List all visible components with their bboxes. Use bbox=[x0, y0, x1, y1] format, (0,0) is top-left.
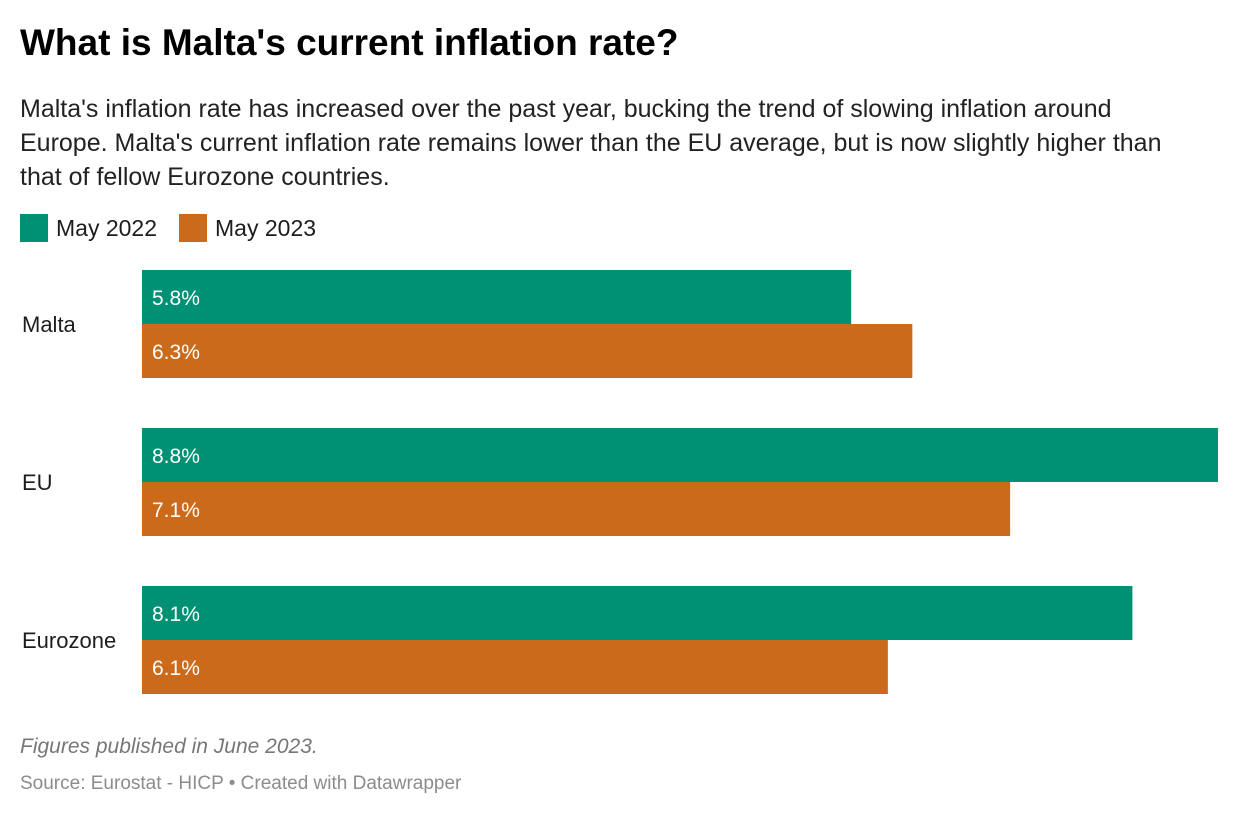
legend-swatch bbox=[179, 214, 208, 242]
bar bbox=[142, 640, 888, 694]
legend-item-may-2022: May 2022 bbox=[20, 214, 157, 242]
bar bbox=[142, 270, 852, 324]
bar bbox=[142, 428, 1218, 482]
category-label: Malta bbox=[22, 312, 77, 337]
bar bbox=[142, 586, 1133, 640]
category-label: EU bbox=[22, 470, 53, 495]
bar bbox=[142, 482, 1011, 536]
bar bbox=[142, 324, 913, 378]
chart-title: What is Malta's current inflation rate? bbox=[20, 22, 679, 63]
legend-swatch bbox=[20, 214, 48, 242]
bar-value-label: 8.8% bbox=[152, 445, 200, 468]
legend: May 2022 May 2023 bbox=[20, 214, 316, 242]
legend-label: May 2022 bbox=[56, 214, 158, 241]
category-label: Eurozone bbox=[22, 628, 116, 653]
legend-item-may-2023: May 2023 bbox=[179, 214, 316, 242]
chart-notes: Figures published in June 2023. bbox=[20, 735, 318, 758]
bar-value-label: 8.1% bbox=[152, 603, 200, 626]
bar-value-label: 6.1% bbox=[152, 657, 200, 680]
bar-chart: Malta 5.8% 6.3% EU 8.8% 7.1% Eurozone 8.1% 6.1% bbox=[22, 270, 1218, 694]
chart-subtitle: Malta's inflation rate has increased ove… bbox=[20, 95, 1162, 191]
legend-label: May 2023 bbox=[215, 214, 317, 241]
bar-value-label: 5.8% bbox=[152, 287, 200, 310]
bar-value-label: 7.1% bbox=[152, 499, 200, 522]
bar-value-label: 6.3% bbox=[152, 341, 200, 364]
chart-source: Source: Eurostat - HICP • Created with D… bbox=[20, 773, 462, 794]
